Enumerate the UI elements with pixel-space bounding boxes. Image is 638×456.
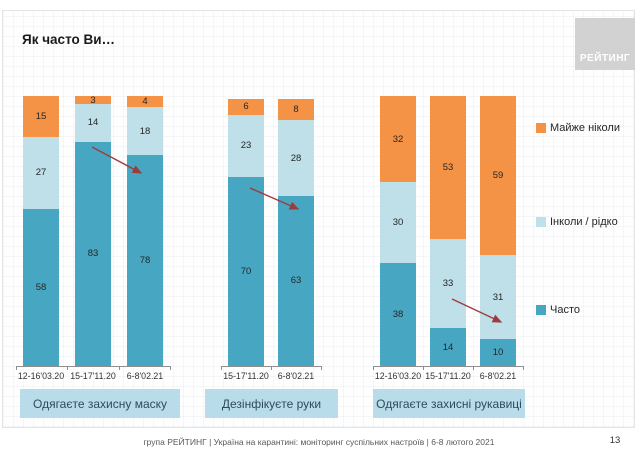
legend-item: Інколи / рідко — [536, 216, 618, 228]
legend-swatch — [536, 217, 546, 227]
x-axis-tick — [16, 366, 17, 370]
bar-segment: 23 — [228, 114, 264, 177]
bar-value-label: 63 — [290, 275, 302, 287]
x-axis-tick — [67, 366, 69, 370]
x-axis-tick — [321, 366, 322, 370]
bar-value-label: 32 — [392, 133, 404, 145]
bar-segment: 38 — [380, 263, 416, 366]
bar-segment: 31 — [480, 255, 516, 339]
x-axis-tick-label: 15-17'11.20 — [70, 371, 116, 381]
bar-value-label: 28 — [290, 152, 302, 164]
bar-segment: 70 — [228, 177, 264, 366]
legend-swatch — [536, 305, 546, 315]
bar-segment: 14 — [75, 104, 111, 142]
x-axis-tick — [170, 366, 171, 370]
question-label-box: Одягаєте захисні рукавиці — [373, 389, 525, 418]
bar-value-label: 10 — [492, 347, 504, 358]
bar-segment: 32 — [380, 96, 416, 183]
bar-segment: 58 — [23, 209, 59, 366]
bar-segment: 10 — [480, 339, 516, 366]
bar-value-label: 30 — [392, 217, 404, 229]
x-axis-tick — [118, 366, 120, 370]
bar-value-label: 78 — [139, 255, 151, 267]
x-axis-tick — [473, 366, 474, 370]
slide-title: Як часто Ви… — [22, 32, 116, 47]
bar-value-label: 27 — [35, 167, 47, 179]
x-axis-tick-label: 12-16'03.20 — [17, 371, 65, 381]
bar-segment: 59 — [480, 96, 516, 256]
bar-value-label: 8 — [293, 103, 299, 115]
bar-segment: 8 — [278, 98, 314, 121]
bar-value-label: 14 — [87, 117, 99, 129]
legend-item: Майже ніколи — [536, 122, 620, 134]
bar-segment: 15 — [23, 96, 59, 137]
bar-segment: 83 — [75, 141, 111, 366]
x-axis-tick — [271, 366, 272, 370]
bar-value-label: 83 — [87, 248, 99, 260]
legend-item: Часто — [536, 304, 580, 316]
x-axis-tick-label: 15-17'11.20 — [425, 371, 471, 381]
bar-segment: 27 — [23, 136, 59, 210]
x-axis-line — [373, 366, 523, 367]
bar-value-label: 23 — [240, 140, 252, 152]
bar-value-label: 70 — [240, 266, 252, 277]
bar-segment: 78 — [127, 155, 163, 366]
x-axis-tick — [523, 366, 524, 370]
page-number: 13 — [609, 435, 621, 446]
legend-label: Майже ніколи — [550, 122, 620, 134]
bar-value-label: 4 — [142, 95, 148, 107]
bar-segment: 30 — [380, 182, 416, 264]
legend-swatch — [536, 123, 546, 133]
bar-segment: 33 — [430, 239, 466, 329]
x-axis-tick — [423, 366, 424, 370]
bar-value-label: 18 — [139, 125, 151, 137]
bar-value-label: 58 — [35, 282, 47, 294]
bar-value-label: 53 — [442, 162, 454, 174]
rating-group-logo: РЕЙТИНГ — [575, 18, 635, 70]
bar-value-label: 38 — [392, 309, 404, 321]
bar-segment: 18 — [127, 106, 163, 156]
bar-segment: 14 — [430, 328, 466, 366]
bar-value-label: 3 — [90, 94, 96, 106]
bar-segment: 3 — [75, 94, 111, 106]
x-axis-tick-label: 6-8'02.21 — [479, 371, 517, 381]
x-axis-tick — [221, 366, 222, 370]
bar-value-label: 14 — [442, 341, 454, 353]
bar-value-label: 15 — [35, 110, 47, 122]
x-axis-line — [16, 366, 170, 367]
bar-segment: 6 — [228, 98, 264, 115]
question-label-box: Одягаєте захисну маску — [20, 389, 180, 418]
bar-value-label: 31 — [492, 291, 504, 303]
legend-label: Часто — [550, 304, 580, 316]
bar-segment: 28 — [278, 120, 314, 196]
bar-value-label: 6 — [243, 101, 249, 113]
x-axis-tick-label: 6-8'02.21 — [277, 371, 315, 381]
x-axis-tick-label: 6-8'02.21 — [126, 371, 164, 381]
logo-text: РЕЙТИНГ — [579, 53, 631, 64]
bar-value-label: 33 — [442, 278, 454, 290]
bar-segment: 63 — [278, 195, 314, 366]
x-axis-tick — [373, 366, 374, 370]
question-label-box: Дезінфікуєте руки — [205, 389, 338, 418]
bar-segment: 53 — [430, 96, 466, 240]
legend-label: Інколи / рідко — [550, 216, 618, 228]
footer-source-line: група РЕЙТИНГ | Україна на карантині: мо… — [143, 437, 495, 447]
x-axis-tick-label: 15-17'11.20 — [223, 371, 269, 381]
bar-value-label: 59 — [492, 170, 504, 182]
x-axis-tick-label: 12-16'03.20 — [374, 371, 422, 381]
bar-segment: 4 — [127, 96, 163, 107]
